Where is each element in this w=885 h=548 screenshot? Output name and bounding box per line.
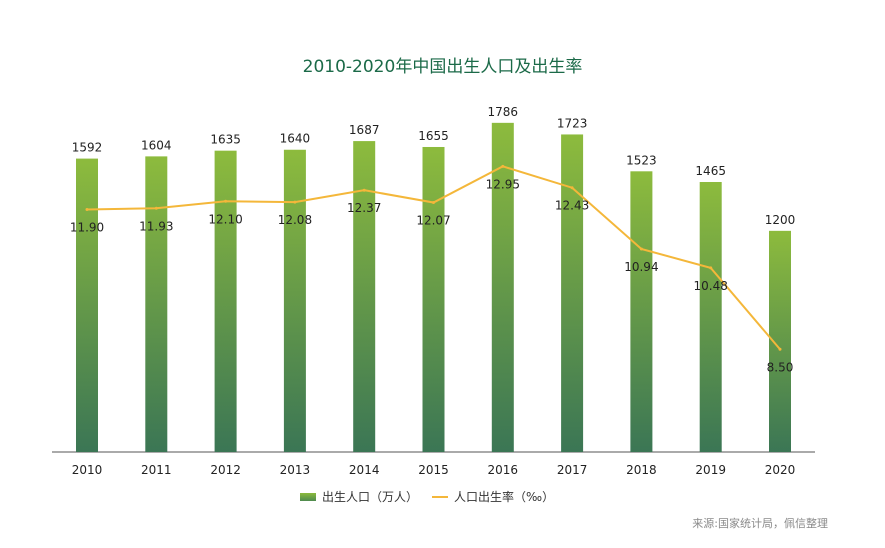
- x-tick-label: 2018: [626, 463, 657, 477]
- x-tick-label: 2019: [695, 463, 726, 477]
- bar-value-label: 1465: [695, 164, 726, 178]
- x-tick-label: 2015: [418, 463, 449, 477]
- bar: [491, 122, 514, 452]
- chart-title: 2010-2020年中国出生人口及出生率: [302, 57, 583, 77]
- bar-value-label: 1723: [557, 116, 588, 130]
- rate-point: [362, 188, 366, 192]
- bar: [76, 158, 98, 452]
- rate-point: [432, 201, 435, 205]
- x-tick-label: 2014: [349, 463, 380, 477]
- rate-value-label: 10.94: [624, 260, 658, 274]
- rate-value-label: 11.93: [139, 219, 173, 233]
- rate-value-label: 12.37: [347, 201, 381, 215]
- rate-point: [639, 247, 643, 251]
- x-tick-label: 2016: [488, 463, 519, 477]
- x-tick-label: 2011: [141, 463, 172, 477]
- bar: [630, 171, 653, 452]
- x-tick-label: 2010: [72, 463, 103, 477]
- legend-bar-label: 出生人口（万人）: [322, 490, 419, 504]
- legend: 出生人口（万人） 人口出生率（‰）: [300, 488, 554, 505]
- rate-value-label: 12.95: [486, 177, 520, 191]
- bar-value-label: 1655: [418, 129, 449, 143]
- rate-value-label: 12.08: [278, 213, 312, 227]
- bar-value-label: 1635: [210, 133, 241, 147]
- x-tick-label: 2020: [765, 463, 796, 477]
- rate-point: [778, 347, 782, 351]
- bar-value-label: 1592: [72, 141, 103, 155]
- x-tick-label: 2012: [210, 463, 241, 477]
- bar: [422, 146, 445, 452]
- bar: [145, 156, 168, 452]
- rate-value-label: 12.43: [555, 199, 589, 213]
- bar-value-label: 1640: [280, 132, 311, 146]
- bar: [561, 134, 584, 452]
- bar-value-label: 1200: [765, 213, 796, 227]
- rate-point: [501, 164, 505, 168]
- bar: [214, 150, 237, 452]
- source-note: 来源:国家统计局，佩信整理: [692, 517, 828, 530]
- bar-value-label: 1523: [626, 153, 657, 167]
- bar-value-label: 1786: [488, 105, 519, 119]
- rate-point: [293, 200, 297, 204]
- legend-line-label: 人口出生率（‰）: [454, 490, 555, 504]
- rate-value-label: 12.07: [416, 214, 450, 228]
- bar: [699, 182, 722, 453]
- rate-value-label: 11.90: [70, 221, 104, 235]
- bar-value-label: 1604: [141, 138, 172, 152]
- bar: [283, 149, 306, 453]
- rate-point: [85, 208, 89, 212]
- rate-value-label: 10.48: [694, 279, 728, 293]
- rate-point: [224, 199, 228, 203]
- legend-bar-swatch: [300, 492, 316, 501]
- rate-value-label: 8.50: [767, 360, 794, 374]
- rate-point: [154, 206, 158, 210]
- bar-value-label: 1687: [349, 123, 380, 137]
- x-tick-label: 2017: [557, 463, 588, 477]
- bar: [769, 230, 791, 452]
- rate-value-label: 12.10: [208, 212, 242, 226]
- rate-point: [570, 186, 574, 190]
- x-tick-label: 2013: [280, 463, 311, 477]
- legend-line-swatch: [432, 495, 449, 498]
- bar: [353, 141, 376, 452]
- rate-point: [709, 266, 713, 270]
